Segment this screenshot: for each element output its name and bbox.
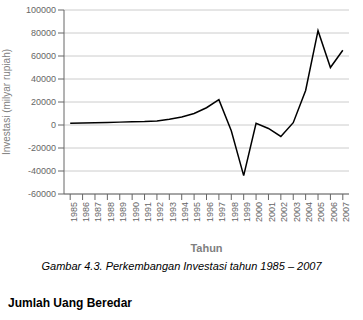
svg-text:2003: 2003	[292, 202, 302, 222]
svg-text:1985: 1985	[69, 202, 79, 222]
svg-text:-60000: -60000	[28, 189, 56, 199]
svg-text:20000: 20000	[31, 97, 56, 107]
svg-text:2000: 2000	[254, 202, 264, 222]
svg-text:2004: 2004	[304, 202, 314, 222]
svg-text:2005: 2005	[316, 202, 326, 222]
svg-text:2006: 2006	[329, 202, 339, 222]
html-text:Gambar 4.3. Perkembangan Inves: Gambar 4.3. Perkembangan Investasi tahun…	[41, 260, 322, 272]
svg-text:1997: 1997	[217, 202, 227, 222]
svg-text:1989: 1989	[118, 202, 128, 222]
svg-text:1995: 1995	[192, 202, 202, 222]
svg-text:1986: 1986	[81, 202, 91, 222]
svg-text:1988: 1988	[106, 202, 116, 222]
svg-text:2007: 2007	[341, 202, 351, 222]
svg-text:100000: 100000	[26, 5, 56, 15]
svg-text:1996: 1996	[205, 202, 215, 222]
html-text:Jumlah Uang Beredar: Jumlah Uang Beredar	[8, 296, 132, 310]
svg-text:-40000: -40000	[28, 166, 56, 176]
svg-text:1991: 1991	[143, 202, 153, 222]
svg-text:80000: 80000	[31, 28, 56, 38]
svg-text:1999: 1999	[242, 202, 252, 222]
svg-text:1998: 1998	[230, 202, 240, 222]
svg-text:2001: 2001	[267, 202, 277, 222]
svg-text:Tahun: Tahun	[190, 242, 222, 252]
svg-text:1990: 1990	[131, 202, 141, 222]
svg-text:0: 0	[51, 120, 56, 130]
svg-text:1993: 1993	[168, 202, 178, 222]
svg-text:1992: 1992	[155, 202, 165, 222]
svg-text:60000: 60000	[31, 51, 56, 61]
svg-text:2002: 2002	[279, 202, 289, 222]
svg-text:-20000: -20000	[28, 143, 56, 153]
svg-text:1987: 1987	[93, 202, 103, 222]
svg-text:1994: 1994	[180, 202, 190, 222]
svg-text:Investasi (milyar rupiah): Investasi (milyar rupiah)	[8, 49, 12, 155]
svg-text:40000: 40000	[31, 74, 56, 84]
